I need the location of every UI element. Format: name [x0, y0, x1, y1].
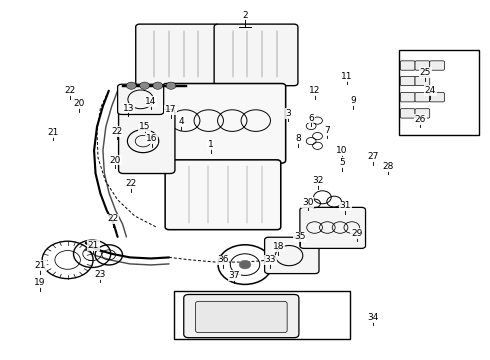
Text: 16: 16: [146, 134, 158, 143]
FancyBboxPatch shape: [400, 76, 415, 86]
Bar: [399, 50, 479, 135]
Text: 24: 24: [425, 86, 436, 95]
Text: 30: 30: [302, 198, 314, 207]
Text: 35: 35: [294, 233, 306, 241]
Text: 17: 17: [165, 105, 176, 114]
Text: 22: 22: [107, 214, 118, 223]
FancyBboxPatch shape: [300, 207, 366, 248]
Text: 28: 28: [382, 162, 394, 171]
Text: 36: 36: [217, 256, 229, 264]
FancyBboxPatch shape: [118, 84, 164, 114]
FancyBboxPatch shape: [400, 61, 415, 70]
Text: 19: 19: [34, 278, 46, 287]
FancyBboxPatch shape: [430, 61, 444, 70]
Bar: [174, 291, 350, 339]
FancyBboxPatch shape: [415, 109, 430, 118]
Circle shape: [166, 82, 176, 89]
Text: 22: 22: [126, 179, 137, 188]
Text: 1: 1: [208, 140, 214, 149]
Circle shape: [126, 82, 136, 89]
FancyBboxPatch shape: [415, 61, 430, 70]
Text: 9: 9: [350, 96, 356, 105]
FancyBboxPatch shape: [265, 237, 319, 274]
Text: 15: 15: [139, 122, 150, 131]
Text: 11: 11: [341, 72, 353, 81]
FancyBboxPatch shape: [415, 93, 430, 102]
Text: 23: 23: [95, 270, 106, 279]
Text: 5: 5: [339, 158, 345, 167]
Text: 20: 20: [74, 99, 85, 108]
Text: 33: 33: [265, 256, 276, 264]
FancyBboxPatch shape: [214, 24, 298, 86]
Text: 21: 21: [34, 261, 46, 270]
FancyBboxPatch shape: [400, 109, 415, 118]
Text: 37: 37: [228, 271, 240, 280]
Text: 10: 10: [336, 146, 348, 155]
FancyBboxPatch shape: [415, 76, 430, 86]
Text: 18: 18: [272, 242, 284, 251]
FancyBboxPatch shape: [184, 294, 299, 338]
Text: 4: 4: [178, 117, 184, 126]
Text: 32: 32: [312, 176, 323, 185]
Text: 12: 12: [309, 86, 320, 95]
Text: 2: 2: [242, 10, 248, 19]
Text: 13: 13: [122, 104, 134, 112]
Text: 6: 6: [308, 113, 314, 122]
Text: 31: 31: [340, 202, 351, 210]
Text: 25: 25: [419, 68, 431, 77]
Text: 22: 22: [111, 127, 122, 136]
Text: 22: 22: [64, 86, 75, 95]
Text: 7: 7: [324, 126, 330, 135]
Text: 27: 27: [368, 152, 379, 161]
Text: 26: 26: [415, 115, 426, 124]
Text: 29: 29: [351, 229, 363, 238]
Text: 14: 14: [145, 97, 157, 106]
FancyBboxPatch shape: [430, 93, 444, 102]
FancyBboxPatch shape: [165, 160, 281, 230]
Text: 20: 20: [109, 156, 121, 165]
Text: 21: 21: [87, 241, 99, 250]
FancyBboxPatch shape: [196, 301, 287, 333]
Text: 21: 21: [47, 128, 59, 137]
Circle shape: [153, 82, 163, 89]
Circle shape: [239, 260, 251, 269]
FancyBboxPatch shape: [400, 93, 415, 102]
FancyBboxPatch shape: [163, 84, 286, 163]
FancyBboxPatch shape: [136, 24, 220, 86]
Text: 3: 3: [285, 109, 291, 118]
Circle shape: [140, 82, 149, 89]
Text: 34: 34: [368, 313, 379, 322]
FancyBboxPatch shape: [119, 109, 175, 174]
Text: 8: 8: [295, 134, 301, 143]
